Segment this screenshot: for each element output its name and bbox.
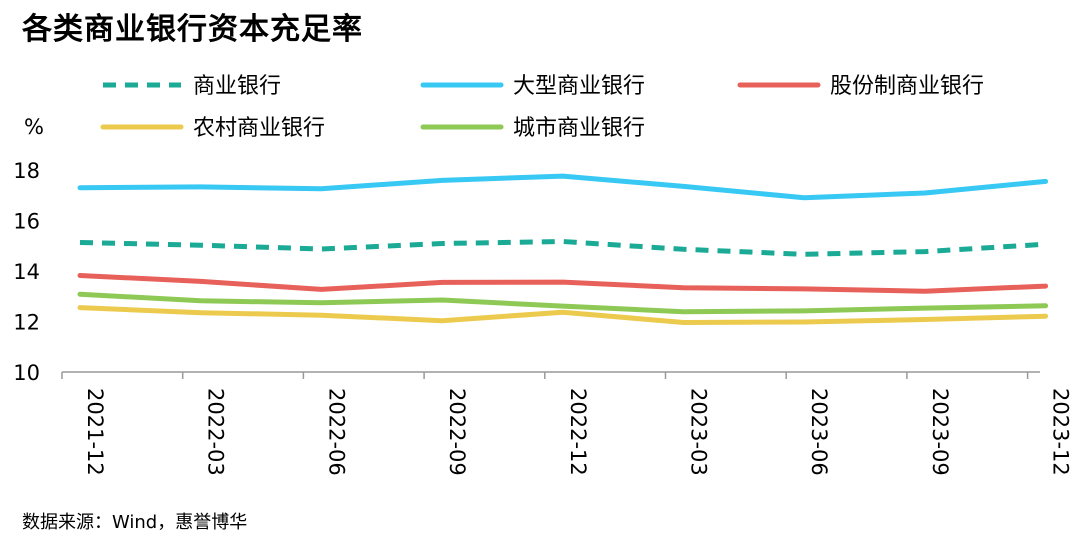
series-line: [77, 173, 1049, 201]
series-line: [77, 291, 1049, 315]
legend-label: 股份制商业银行: [830, 74, 984, 99]
series-line: [77, 273, 1049, 294]
y-axis-unit-label: %: [24, 115, 44, 139]
legend-label: 农村商业银行: [193, 116, 325, 141]
x-tick-label: 2022-03: [204, 388, 228, 476]
x-tick-label: 2023-12: [1049, 388, 1073, 476]
legend-label: 大型商业银行: [513, 74, 645, 99]
legend-label: 城市商业银行: [513, 116, 645, 141]
y-tick-label: 14: [13, 260, 40, 284]
legend-label: 商业银行: [193, 74, 281, 99]
source-note: 数据来源：Wind，惠誉博华: [22, 512, 248, 533]
x-axis: 2021-12 2022-03 2022-06 2022-09 2022-12 2023-…: [61, 371, 1073, 476]
x-tick-label: 2022-12: [566, 388, 590, 476]
chart-title: 各类商业银行资本充足率: [22, 12, 363, 47]
y-tick-label: 10: [13, 361, 40, 385]
y-tick-label: 12: [13, 311, 40, 335]
plot-area: [77, 173, 1049, 325]
y-tick-label: 16: [13, 210, 40, 234]
y-tick-label: 18: [13, 159, 40, 183]
x-tick-label: 2022-06: [324, 388, 348, 476]
x-tick-label: 2022-09: [445, 388, 469, 476]
y-axis: 10 12 14 16 18: [13, 159, 40, 385]
series-line: [79, 239, 1046, 257]
x-tick-label: 2021-12: [83, 388, 107, 476]
x-tick-label: 2023-09: [928, 388, 952, 476]
series-line: [77, 305, 1049, 325]
x-tick-label: 2023-03: [687, 388, 711, 476]
x-tick-label: 2023-06: [807, 388, 831, 476]
